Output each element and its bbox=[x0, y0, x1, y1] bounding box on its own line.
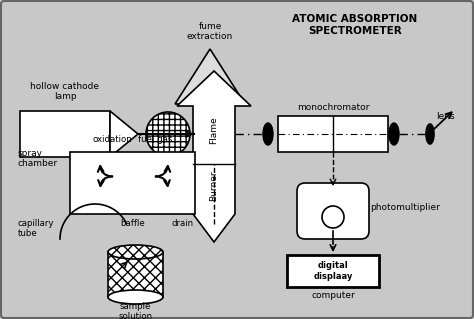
Text: fuel gas: fuel gas bbox=[138, 135, 172, 144]
FancyBboxPatch shape bbox=[20, 111, 110, 157]
FancyBboxPatch shape bbox=[297, 183, 369, 239]
Text: drain: drain bbox=[172, 219, 194, 228]
Text: lens: lens bbox=[436, 112, 455, 121]
Text: fume
extraction: fume extraction bbox=[187, 22, 233, 41]
Polygon shape bbox=[110, 111, 138, 157]
Text: sample
solution: sample solution bbox=[118, 302, 153, 319]
Polygon shape bbox=[177, 71, 251, 242]
Text: Flame: Flame bbox=[210, 116, 219, 144]
FancyBboxPatch shape bbox=[70, 152, 195, 214]
Ellipse shape bbox=[108, 245, 163, 259]
Ellipse shape bbox=[426, 124, 434, 144]
Ellipse shape bbox=[263, 123, 273, 145]
Ellipse shape bbox=[108, 290, 163, 304]
Text: ATOMIC ABSORPTION
SPECTROMETER: ATOMIC ABSORPTION SPECTROMETER bbox=[292, 14, 418, 36]
Text: photomultiplier: photomultiplier bbox=[370, 203, 440, 211]
Circle shape bbox=[322, 206, 344, 228]
Text: capillary
tube: capillary tube bbox=[18, 219, 55, 238]
Text: computer: computer bbox=[311, 291, 355, 300]
Text: oxidation: oxidation bbox=[92, 135, 132, 144]
Text: digital
displaay: digital displaay bbox=[313, 261, 353, 281]
Circle shape bbox=[146, 112, 190, 156]
Text: monochromator: monochromator bbox=[297, 103, 369, 112]
Text: baffle: baffle bbox=[120, 219, 146, 228]
Text: hollow cathode
lamp: hollow cathode lamp bbox=[30, 82, 100, 101]
Text: spray
chamber: spray chamber bbox=[18, 149, 58, 168]
Ellipse shape bbox=[389, 123, 399, 145]
Polygon shape bbox=[175, 49, 245, 104]
Text: Burner: Burner bbox=[210, 171, 219, 201]
FancyBboxPatch shape bbox=[108, 252, 163, 297]
FancyBboxPatch shape bbox=[287, 255, 379, 287]
FancyBboxPatch shape bbox=[278, 116, 388, 152]
